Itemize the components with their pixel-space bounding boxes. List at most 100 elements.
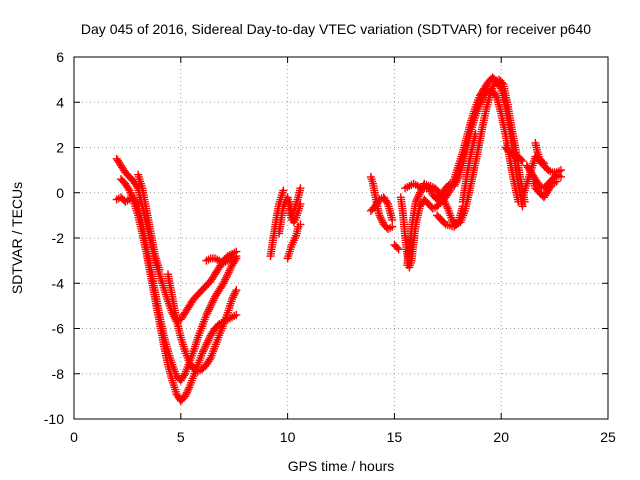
data-point	[181, 390, 190, 399]
data-point	[427, 187, 436, 196]
data-point	[375, 211, 384, 220]
x-tick-label: 10	[280, 429, 296, 445]
y-tick-label: -10	[44, 411, 64, 427]
y-tick-label: -2	[52, 230, 65, 246]
data-point	[413, 194, 422, 203]
data-point	[477, 96, 486, 105]
data-point	[200, 343, 209, 352]
data-point	[491, 92, 500, 101]
data-point	[210, 294, 219, 303]
axis-ticks: 0 5 10 15 20 25 -10 -8 -6 -4 -2 0 2 4 6	[44, 49, 616, 445]
data-point	[518, 157, 527, 166]
data-point	[209, 296, 218, 305]
data-point	[296, 220, 305, 229]
data-point	[222, 273, 231, 282]
data-point	[378, 216, 387, 225]
data-point	[453, 174, 462, 183]
data-point	[517, 155, 526, 164]
y-tick-label: -4	[52, 275, 65, 291]
data-point	[199, 347, 208, 356]
data-point	[471, 129, 480, 138]
data-point	[201, 342, 210, 351]
data-point	[220, 277, 229, 286]
data-point	[208, 298, 217, 307]
data-point	[225, 266, 234, 275]
data-point	[155, 265, 164, 274]
data-point	[232, 286, 241, 295]
data-point	[204, 307, 213, 316]
data-point	[221, 275, 230, 284]
data-point	[184, 385, 193, 394]
x-axis-label: GPS time / hours	[288, 458, 395, 474]
data-markers	[112, 73, 566, 405]
data-point	[232, 310, 241, 319]
data-point	[414, 192, 423, 201]
data-point	[230, 289, 239, 298]
data-point	[222, 272, 231, 281]
data-point	[476, 98, 485, 107]
data-point	[228, 295, 237, 304]
data-point	[557, 166, 566, 175]
chart-title: Day 045 of 2016, Sidereal Day-to-day VTE…	[81, 21, 591, 37]
data-point	[393, 243, 402, 252]
data-point	[204, 305, 213, 314]
data-point	[203, 338, 212, 347]
data-point	[451, 180, 460, 189]
data-point	[199, 345, 208, 354]
data-point	[124, 184, 133, 193]
data-point	[514, 197, 523, 206]
data-point	[296, 200, 305, 209]
data-point	[226, 264, 235, 273]
y-tick-label: -6	[52, 321, 65, 337]
data-point	[441, 199, 450, 208]
data-point	[219, 279, 228, 288]
x-tick-label: 15	[387, 429, 403, 445]
data-point	[552, 177, 561, 186]
data-point	[426, 185, 435, 194]
data-point	[478, 95, 487, 104]
data-point	[451, 178, 460, 187]
data-point	[497, 78, 506, 87]
data-point	[232, 252, 241, 261]
data-point	[205, 333, 214, 342]
data-point	[450, 181, 459, 190]
data-point	[440, 197, 449, 206]
data-point	[296, 184, 305, 193]
data-point	[207, 300, 216, 309]
data-point	[218, 280, 227, 289]
data-point	[388, 215, 397, 224]
data-point	[181, 392, 190, 401]
data-point	[204, 334, 213, 343]
data-point	[416, 186, 425, 195]
data-point	[382, 198, 391, 207]
data-point	[388, 222, 397, 231]
data-point	[231, 287, 240, 296]
data-point	[394, 245, 403, 254]
data-point	[180, 371, 189, 380]
data-point	[229, 291, 238, 300]
data-point	[203, 309, 212, 318]
data-point	[442, 202, 451, 211]
data-point	[475, 100, 484, 109]
data-point	[538, 157, 547, 166]
data-point	[416, 188, 425, 197]
data-point	[415, 190, 424, 199]
data-point	[539, 159, 548, 168]
y-axis-label: SDTVAR / TECUs	[9, 182, 25, 294]
data-point	[412, 195, 421, 204]
data-point	[376, 213, 385, 222]
data-point	[205, 303, 214, 312]
data-point	[452, 176, 461, 185]
data-point	[228, 293, 237, 302]
x-tick-label: 0	[70, 429, 78, 445]
data-point	[442, 200, 451, 209]
data-point	[557, 172, 566, 181]
data-point	[227, 262, 236, 271]
data-point	[425, 183, 434, 192]
data-point	[411, 197, 420, 206]
data-point	[417, 185, 426, 194]
y-tick-label: 6	[56, 49, 64, 65]
y-tick-label: 2	[56, 140, 64, 156]
